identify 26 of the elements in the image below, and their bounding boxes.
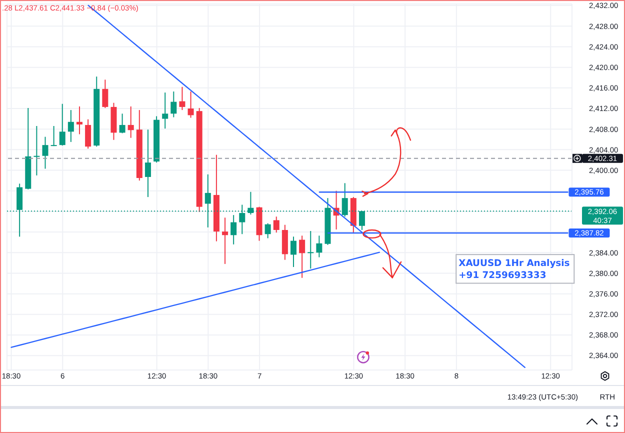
candlestick [42, 136, 48, 170]
candlestick [128, 106, 134, 138]
candlestick [179, 86, 186, 111]
candlestick [144, 129, 151, 198]
candlestick [299, 235, 306, 278]
candlestick [188, 91, 194, 118]
candlestick [119, 113, 126, 134]
candlestick [316, 235, 322, 258]
candlestick [222, 217, 228, 264]
candlestick [102, 79, 108, 108]
candlestick [290, 236, 296, 268]
candlestick [308, 230, 314, 270]
candlestick [34, 126, 40, 176]
candlestick [162, 92, 168, 130]
candlestick [59, 103, 66, 146]
candlestick [85, 118, 92, 150]
text-box: XAUUSD 1Hr Analysis +91 7259693333 [456, 254, 575, 284]
candlestick [68, 110, 74, 142]
candlestick [264, 222, 271, 239]
annotation: XAUUSD 1Hr Analysis +91 7259693333 [458, 258, 570, 281]
candlestick [50, 126, 57, 147]
candlestick [230, 214, 237, 245]
line-series [10, 252, 380, 348]
candlestick [273, 216, 280, 234]
candlestick [170, 91, 177, 118]
candlestick [76, 106, 82, 135]
